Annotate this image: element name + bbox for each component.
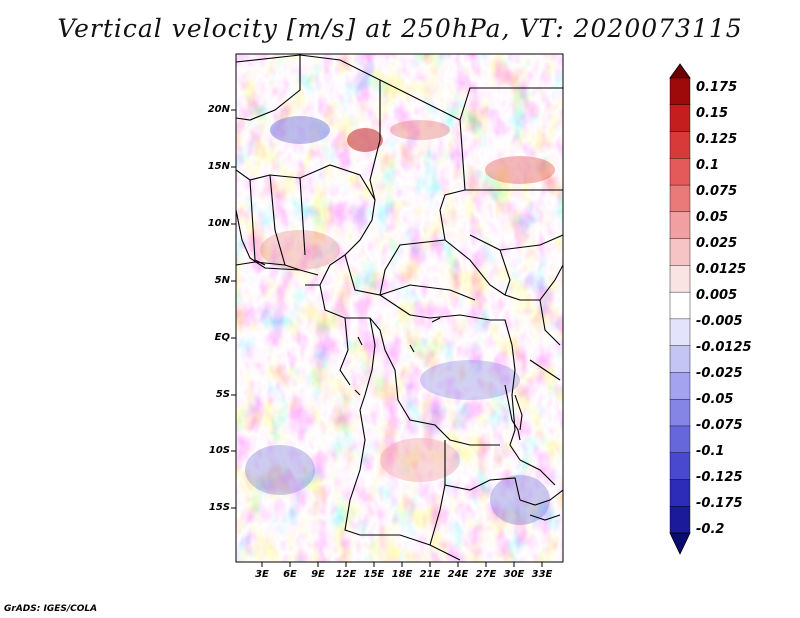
colorbar-label: 0.1 bbox=[696, 158, 720, 173]
colorbar-segment bbox=[669, 452, 691, 480]
x-tick-18e: 18E bbox=[391, 569, 413, 580]
colorbar-label: 0.025 bbox=[696, 236, 738, 251]
x-tick-33e: 33E bbox=[531, 569, 553, 580]
x-tick-6e: 6E bbox=[283, 569, 297, 580]
y-tick-20n: 20N bbox=[207, 104, 230, 115]
colorbar-label: -0.05 bbox=[696, 392, 734, 407]
map-title: Vertical velocity [m/s] at 250hPa, VT: 2… bbox=[57, 14, 743, 43]
y-tick-eq: EQ bbox=[214, 332, 230, 343]
colorbar-label: 0.125 bbox=[696, 132, 738, 147]
colorbar-segments bbox=[669, 77, 691, 534]
colorbar-segment bbox=[669, 506, 691, 534]
colorbar-segment bbox=[669, 131, 691, 159]
colorbar-segment bbox=[669, 425, 691, 454]
colorbar-label: -0.125 bbox=[696, 470, 743, 485]
colorbar-label: 0.005 bbox=[696, 288, 738, 303]
colorbar-segment bbox=[669, 345, 691, 373]
plot-frame bbox=[235, 53, 564, 563]
y-tick-10n: 10N bbox=[207, 218, 230, 229]
y-tick-5s: 5S bbox=[215, 389, 230, 400]
colorbar-segment bbox=[669, 291, 691, 320]
colorbar-segment bbox=[669, 158, 691, 186]
colorbar-bottom-arrow bbox=[669, 532, 691, 555]
colorbar-label: -0.005 bbox=[696, 314, 743, 329]
x-tick-3e: 3E bbox=[255, 569, 269, 580]
colorbar-label: 0.05 bbox=[696, 210, 729, 225]
colorbar-segment bbox=[669, 104, 691, 133]
colorbar-label: 0.075 bbox=[696, 184, 738, 199]
x-tick-27e: 27E bbox=[475, 569, 497, 580]
colorbar-label: -0.075 bbox=[696, 418, 743, 433]
y-tick-15n: 15N bbox=[207, 161, 230, 172]
colorbar-segment bbox=[669, 479, 691, 507]
x-tick-12e: 12E bbox=[335, 569, 357, 580]
colorbar-label: 0.15 bbox=[696, 106, 729, 121]
country-borders bbox=[236, 54, 563, 561]
colorbar-label: 0.0125 bbox=[696, 262, 747, 277]
colorbar-segment bbox=[669, 211, 691, 240]
colorbar-label: -0.175 bbox=[696, 496, 743, 511]
colorbar-segment bbox=[669, 265, 691, 293]
y-tick-5n: 5N bbox=[214, 275, 230, 286]
x-tick-9e: 9E bbox=[311, 569, 325, 580]
x-tick-15e: 15E bbox=[363, 569, 385, 580]
x-tick-30e: 30E bbox=[503, 569, 525, 580]
colorbar-segment bbox=[669, 238, 691, 266]
colorbar-segment bbox=[669, 77, 691, 106]
y-tick-15s: 15S bbox=[208, 502, 230, 513]
x-tick-24e: 24E bbox=[447, 569, 469, 580]
colorbar-segment bbox=[669, 372, 691, 400]
credit-text: GrADS: IGES/COLA bbox=[4, 604, 98, 614]
colorbar-segment bbox=[669, 318, 691, 347]
colorbar-segment bbox=[669, 184, 691, 213]
colorbar-label: -0.0125 bbox=[696, 340, 752, 355]
x-tick-21e: 21E bbox=[419, 569, 441, 580]
colorbar-segment bbox=[669, 398, 691, 427]
colorbar-label: -0.1 bbox=[696, 444, 725, 459]
colorbar-top-arrow bbox=[669, 63, 691, 79]
colorbar-label: 0.175 bbox=[696, 80, 738, 95]
axis-ticks bbox=[231, 109, 543, 567]
colorbar bbox=[669, 63, 691, 555]
colorbar-label: -0.025 bbox=[696, 366, 743, 381]
colorbar-label: -0.2 bbox=[696, 522, 725, 537]
y-tick-10s: 10S bbox=[208, 445, 230, 456]
